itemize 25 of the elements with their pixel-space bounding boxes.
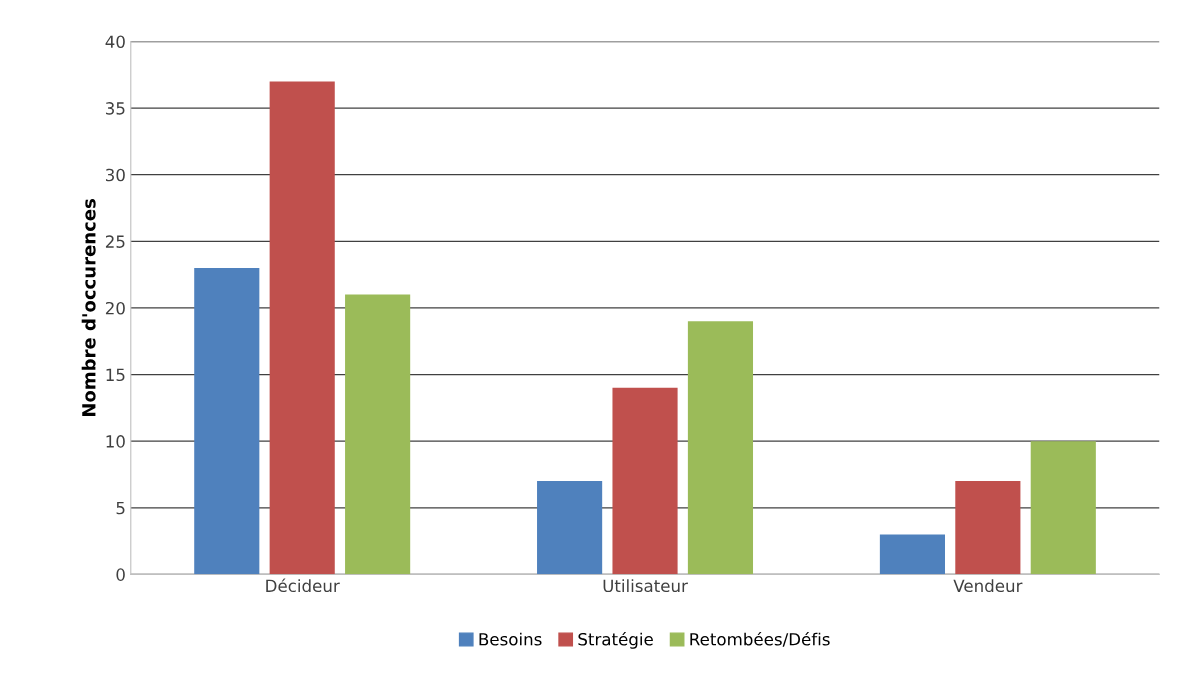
y-tick-label: 30 [105, 168, 125, 182]
x-tick-label: Utilisateur [603, 579, 688, 593]
bar [537, 481, 603, 575]
legend-label: Besoins [479, 632, 542, 646]
y-tick-label: 20 [105, 301, 125, 315]
bar [612, 387, 678, 575]
x-tick-label: Décideur [266, 578, 340, 593]
y-tick-label: 25 [105, 235, 125, 248]
bar [879, 534, 946, 575]
y-tick-label: 5 [116, 501, 125, 515]
legend-label: Stratégie [578, 631, 653, 649]
y-axis-title: Nombre d'occurences [81, 199, 96, 417]
bar [194, 267, 260, 575]
bar [345, 294, 411, 575]
y-tick-label: 15 [106, 368, 125, 382]
y-tick-label: 35 [105, 102, 125, 115]
legend-label: Retombées/Défis [690, 631, 830, 647]
bar [687, 321, 754, 575]
y-tick-label: 40 [105, 35, 125, 49]
y-tick-label: 0 [116, 568, 125, 581]
x-tick-label: Vendeur [953, 579, 1023, 593]
bar [1030, 441, 1096, 575]
y-tick-label: 10 [106, 435, 125, 448]
bar [269, 81, 335, 575]
bar [955, 481, 1021, 575]
